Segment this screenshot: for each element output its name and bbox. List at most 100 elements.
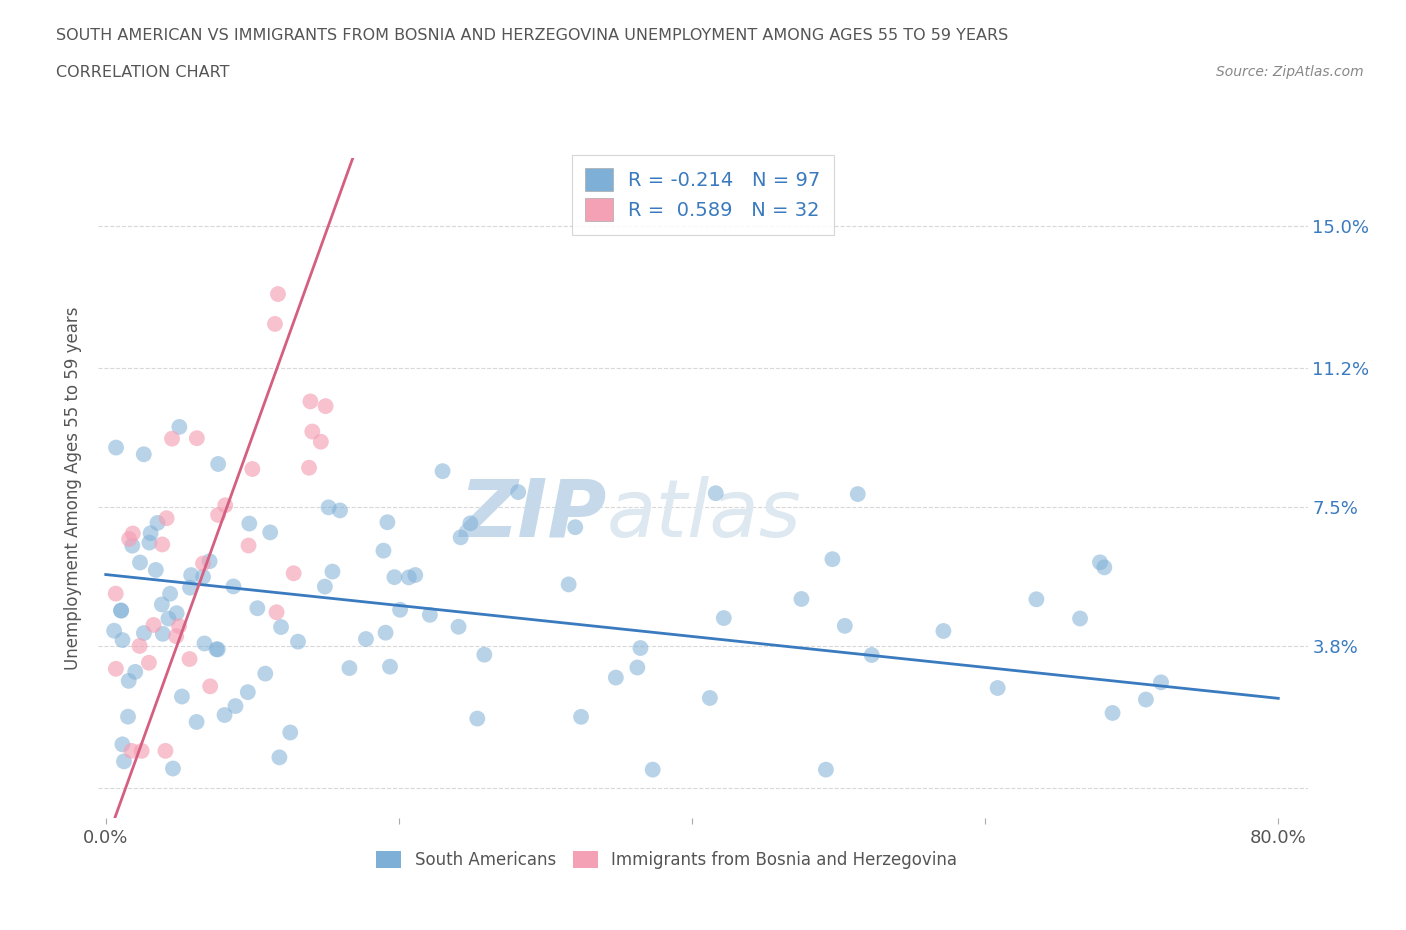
Point	[179, 652, 201, 667]
Point	[1135, 692, 1157, 707]
Point	[236, 684, 259, 699]
Point	[166, 605, 188, 620]
Point	[713, 611, 735, 626]
Point	[267, 286, 290, 301]
Point	[207, 642, 229, 657]
Point	[447, 619, 470, 634]
Point	[131, 743, 153, 758]
Point	[128, 639, 150, 654]
Point	[170, 689, 193, 704]
Point	[699, 691, 721, 706]
Point	[155, 511, 177, 525]
Point	[287, 634, 309, 649]
Legend: South Americans, Immigrants from Bosnia and Herzegovina: South Americans, Immigrants from Bosnia …	[370, 844, 963, 876]
Point	[605, 671, 627, 685]
Point	[207, 508, 229, 523]
Point	[240, 461, 263, 476]
Point	[378, 659, 401, 674]
Point	[159, 586, 181, 601]
Point	[222, 579, 245, 594]
Point	[315, 399, 337, 414]
Point	[354, 631, 377, 646]
Point	[112, 754, 135, 769]
Text: SOUTH AMERICAN VS IMMIGRANTS FROM BOSNIA AND HERZEGOVINA UNEMPLOYMENT AMONG AGES: SOUTH AMERICAN VS IMMIGRANTS FROM BOSNIA…	[56, 28, 1008, 43]
Point	[987, 681, 1010, 696]
Point	[132, 626, 155, 641]
Point	[105, 440, 128, 455]
Text: Source: ZipAtlas.com: Source: ZipAtlas.com	[1216, 65, 1364, 79]
Point	[165, 629, 187, 644]
Point	[557, 577, 579, 591]
Point	[152, 627, 174, 642]
Point	[121, 538, 143, 553]
Point	[377, 515, 399, 530]
Point	[269, 750, 291, 764]
Point	[146, 515, 169, 530]
Point	[238, 538, 260, 553]
Point	[111, 737, 134, 751]
Point	[111, 632, 134, 647]
Point	[298, 460, 321, 475]
Point	[329, 503, 352, 518]
Text: ZIP: ZIP	[458, 475, 606, 553]
Point	[1025, 591, 1047, 606]
Point	[398, 570, 420, 585]
Point	[432, 464, 454, 479]
Point	[117, 710, 139, 724]
Point	[641, 763, 664, 777]
Point	[450, 530, 472, 545]
Point	[472, 647, 495, 662]
Point	[460, 516, 482, 531]
Point	[404, 567, 426, 582]
Point	[1088, 555, 1111, 570]
Point	[814, 763, 837, 777]
Point	[104, 586, 127, 601]
Point	[254, 666, 277, 681]
Point	[508, 485, 530, 499]
Point	[1101, 706, 1123, 721]
Point	[270, 619, 292, 634]
Point	[110, 604, 132, 618]
Point	[1092, 560, 1115, 575]
Point	[198, 679, 221, 694]
Point	[169, 419, 191, 434]
Point	[860, 647, 883, 662]
Point	[179, 580, 201, 595]
Point	[142, 618, 165, 632]
Point	[259, 525, 281, 539]
Point	[214, 708, 236, 723]
Point	[314, 579, 336, 594]
Point	[704, 485, 727, 500]
Point	[167, 618, 190, 633]
Point	[150, 537, 173, 551]
Point	[186, 714, 208, 729]
Point	[846, 486, 869, 501]
Point	[193, 636, 215, 651]
Point	[118, 532, 141, 547]
Point	[138, 656, 160, 671]
Point	[384, 570, 406, 585]
Point	[132, 446, 155, 461]
Point	[790, 591, 813, 606]
Point	[121, 526, 143, 541]
Point	[186, 431, 208, 445]
Point	[389, 603, 412, 618]
Y-axis label: Unemployment Among Ages 55 to 59 years: Unemployment Among Ages 55 to 59 years	[65, 307, 83, 670]
Point	[104, 661, 127, 676]
Point	[191, 556, 214, 571]
Point	[120, 743, 142, 758]
Point	[821, 551, 844, 566]
Point	[932, 623, 955, 638]
Point	[198, 553, 221, 568]
Point	[465, 711, 488, 726]
Point	[110, 604, 132, 618]
Point	[339, 660, 361, 675]
Point	[419, 607, 441, 622]
Point	[628, 641, 651, 656]
Point	[118, 673, 141, 688]
Point	[139, 525, 162, 540]
Point	[214, 498, 236, 512]
Point	[207, 457, 229, 472]
Point	[246, 601, 269, 616]
Point	[155, 743, 177, 758]
